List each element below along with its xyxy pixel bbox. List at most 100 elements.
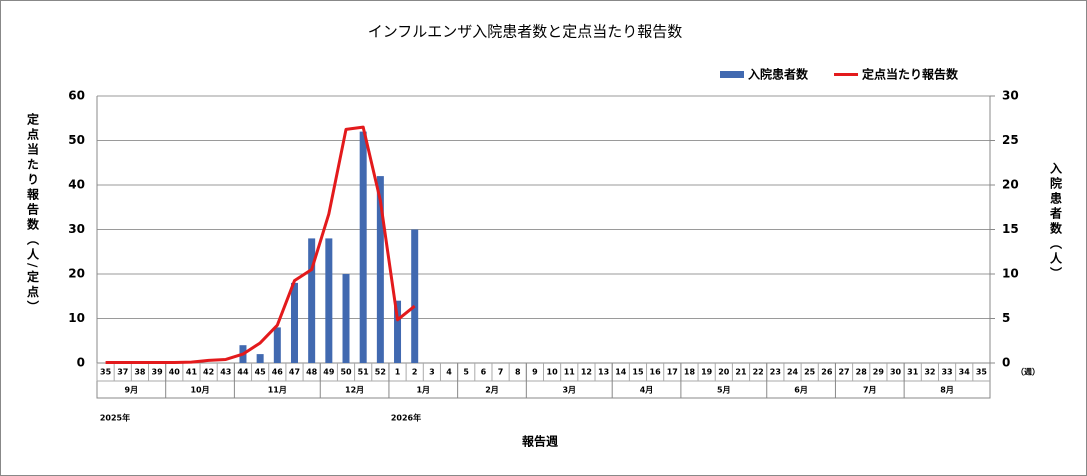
y-tick-label: 30 [68,222,85,236]
x-tick-label: 6 [481,368,487,377]
y-tick-label: 60 [68,89,85,103]
x-tick-label: 22 [753,368,764,377]
bar [273,327,281,363]
bar [325,238,333,363]
y-axis-label: 定点当たり報告数（人/定点） [26,112,40,316]
x-tick-label: 41 [186,368,198,377]
legend-label: 定点当たり報告数 [862,67,959,82]
y-tick-label: 50 [68,133,85,147]
y2-tick-label: 0 [1002,356,1010,370]
bar [256,354,264,363]
x-tick-label: 35 [100,368,112,377]
bar [376,176,384,363]
x-tick-label: 43 [220,368,231,377]
x-tick-label: 27 [838,368,849,377]
y2-tick-label: 30 [1002,89,1019,103]
month-label: 3月 [562,386,576,395]
x-tick-label: 48 [306,368,318,377]
x-tick-label: 32 [924,368,935,377]
bar [308,238,316,363]
x-tick-label: 1 [395,368,401,377]
month-label: 12月 [345,386,364,395]
legend-swatch [720,71,744,78]
x-tick-label: 29 [873,368,885,377]
x-tick-label: 9 [532,368,538,377]
month-label: 2月 [485,386,499,395]
month-label: 4月 [640,386,654,395]
y2-tick-label: 10 [1002,267,1019,281]
x-tick-label: 44 [237,368,249,377]
chart-title: インフルエンザ入院患者数と定点当たり報告数 [368,23,683,41]
month-label: 11月 [268,386,287,395]
bar [394,300,402,363]
x-tick-label: 17 [667,368,678,377]
month-label: 6月 [794,386,808,395]
line [105,125,416,365]
bar [342,274,350,363]
y2-tick-label: 25 [1002,133,1019,147]
x-tick-label: 20 [718,368,730,377]
x-tick-label: 39 [152,368,164,377]
x-tick-label: 10 [547,368,559,377]
x-tick-label: 47 [289,368,300,377]
month-label: 8月 [940,386,954,395]
y-tick-label: 40 [68,178,85,192]
x-tick-label: 2 [412,368,418,377]
x-tick-label: 11 [564,368,576,377]
x-tick-label: 28 [856,368,868,377]
x-axis-label: 報告週 [522,434,558,449]
x-tick-label: 18 [684,368,696,377]
year-label: 2025年 [100,413,130,423]
y2-axis-label: 入院患者数（人） [1049,162,1063,282]
bar [290,282,298,363]
x-tick-label: 42 [203,368,214,377]
x-tick-label: 33 [941,368,952,377]
x-tick-label: 37 [117,368,128,377]
month-label: 7月 [863,386,877,395]
bar [411,229,419,363]
x-unit: （週） [1016,367,1040,377]
x-tick-label: 25 [804,368,816,377]
x-tick-label: 23 [770,368,781,377]
x-tick-label: 34 [959,368,971,377]
month-label: 1月 [416,386,430,395]
x-tick-label: 50 [340,368,352,377]
legend-label: 入院患者数 [748,67,809,82]
x-tick-label: 49 [323,368,335,377]
x-tick-label: 40 [169,368,181,377]
y-tick-label: 10 [68,311,85,325]
x-tick-label: 45 [255,368,267,377]
x-tick-label: 4 [446,368,452,377]
x-tick-label: 35 [976,368,988,377]
x-tick-label: 12 [581,368,592,377]
x-tick-label: 52 [375,368,386,377]
x-tick-label: 26 [821,368,833,377]
x-tick-label: 16 [650,368,662,377]
y2-tick-label: 15 [1002,222,1019,236]
x-tick-label: 8 [515,368,521,377]
x-tick-label: 3 [429,368,435,377]
y2-tick-label: 20 [1002,178,1019,192]
year-label: 2026年 [391,413,421,423]
x-tick-label: 7 [498,368,504,377]
month-label: 9月 [125,386,139,395]
x-tick-label: 51 [358,368,370,377]
bar [359,131,367,363]
y2-tick-label: 5 [1002,311,1010,325]
y-tick-label: 20 [68,267,85,281]
x-tick-label: 21 [735,368,747,377]
x-tick-label: 38 [134,368,146,377]
y-tick-label: 0 [77,356,85,370]
month-label: 5月 [717,386,731,395]
x-tick-label: 15 [632,368,644,377]
x-tick-label: 24 [787,368,799,377]
x-tick-label: 46 [272,368,284,377]
month-label: 10月 [190,386,209,395]
x-tick-label: 13 [598,368,609,377]
x-tick-label: 19 [701,368,713,377]
x-tick-label: 5 [463,368,469,377]
x-tick-label: 30 [890,368,902,377]
x-tick-label: 14 [615,368,627,377]
